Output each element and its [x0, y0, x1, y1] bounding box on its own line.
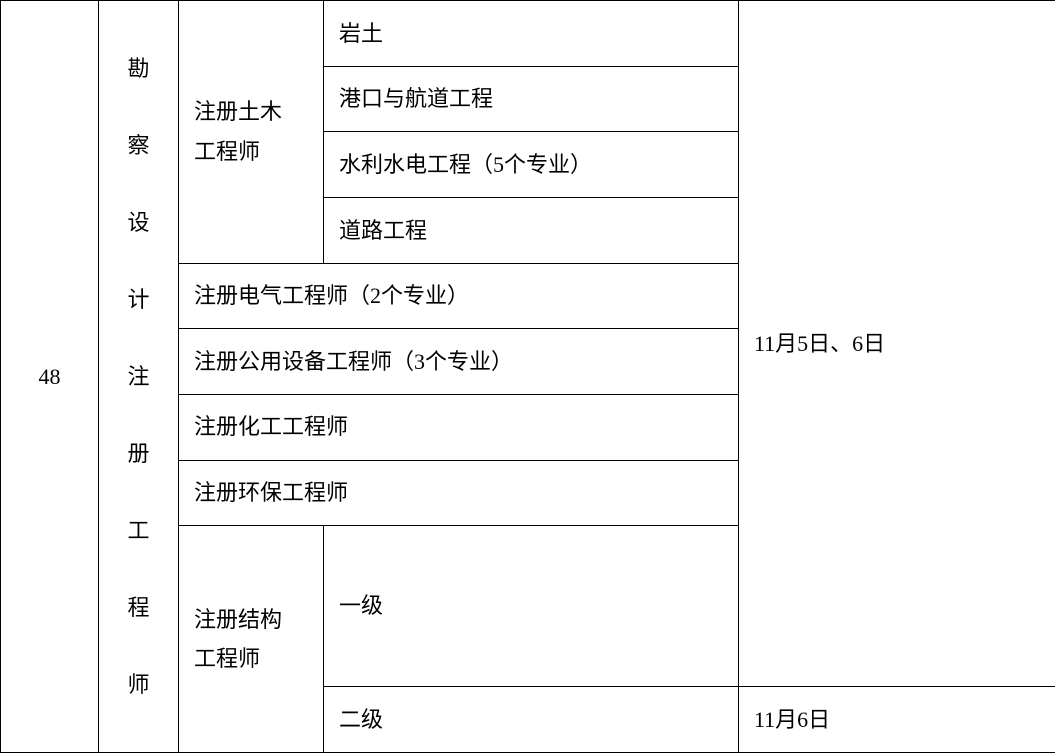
exam-schedule-table: 48 勘 察 设 计 注 册 工 程 师 注册土木 工程师 岩土 11月5日、6…: [0, 0, 1055, 753]
level1-cell: 一级: [324, 526, 739, 687]
table-row: 48 勘 察 设 计 注 册 工 程 师 注册土木 工程师 岩土 11月5日、6…: [1, 1, 1055, 67]
category-cell: 勘 察 设 计 注 册 工 程 师: [99, 1, 179, 753]
civil-engineer-cell: 注册土木 工程师: [179, 1, 324, 264]
level2-cell: 二级: [324, 687, 739, 753]
electrical-cell: 注册电气工程师（2个专业）: [179, 263, 739, 329]
structural-engineer-cell: 注册结构 工程师: [179, 526, 324, 753]
schedule-table: 48 勘 察 设 计 注 册 工 程 师 注册土木 工程师 岩土 11月5日、6…: [0, 0, 1055, 753]
water-cell: 水利水电工程（5个专业）: [324, 132, 739, 198]
road-cell: 道路工程: [324, 197, 739, 263]
geotechnical-cell: 岩土: [324, 1, 739, 67]
row-number: 48: [39, 364, 61, 389]
environmental-cell: 注册环保工程师: [179, 460, 739, 526]
category-vertical: 勘 察 设 计 注 册 工 程 师: [99, 1, 178, 752]
level2-date-cell: 11月6日: [739, 687, 1055, 753]
public-equipment-cell: 注册公用设备工程师（3个专业）: [179, 329, 739, 395]
main-date-cell: 11月5日、6日: [739, 1, 1055, 687]
chemical-cell: 注册化工工程师: [179, 394, 739, 460]
port-cell: 港口与航道工程: [324, 66, 739, 132]
row-number-cell: 48: [1, 1, 99, 753]
